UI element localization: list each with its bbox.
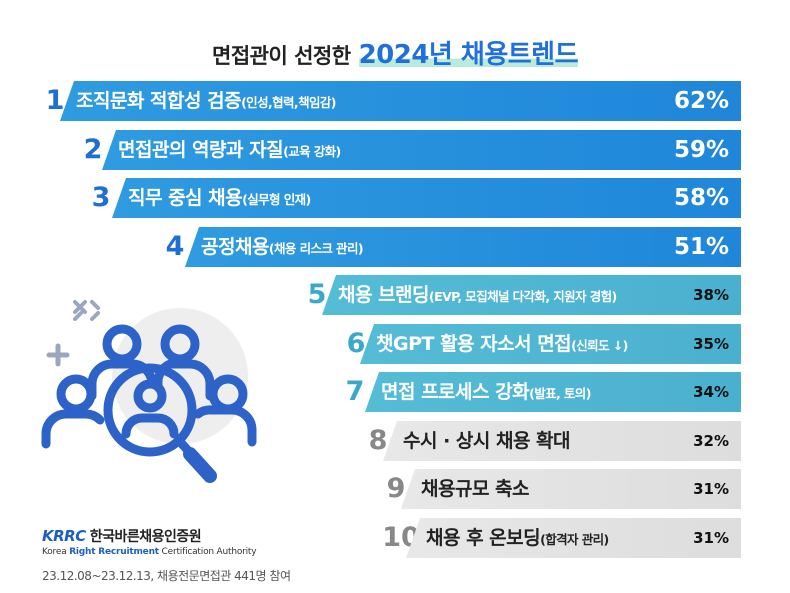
trend-bar (383, 421, 741, 461)
trend-label-main: 챗GPT 활용 자소서 면접 (376, 333, 572, 355)
trend-label-main: 수시 · 상시 채용 확대 (403, 430, 571, 452)
rank-number: 7 (345, 376, 365, 407)
trend-label-sub: (실무형 인재) (242, 192, 311, 207)
trend-value: 32% (693, 432, 729, 450)
trend-label-main: 채용규모 축소 (421, 478, 530, 500)
trend-label-main: 조직문화 적합성 검증 (76, 90, 242, 112)
rank-number: 1 (45, 85, 65, 116)
rank-number: 6 (346, 328, 366, 359)
trend-label-sub: (채용 리스크 관리) (268, 241, 364, 256)
trend-label-sub: (EVP, 모집채널 다각화, 지원자 경험) (429, 289, 617, 304)
trend-label-main: 직무 중심 채용 (128, 187, 243, 209)
trend-value: 59% (673, 137, 729, 163)
trend-label: 직무 중심 채용(실무형 인재) (128, 178, 311, 220)
trend-row: 채용 브랜딩(EVP, 모집채널 다각화, 지원자 경험) 38% (322, 275, 741, 315)
trend-label-main: 면접관의 역량과 자질 (118, 139, 284, 161)
trend-row: 면접관의 역량과 자질(교육 강화) 59% (102, 130, 741, 170)
trend-value: 34% (693, 383, 729, 401)
page-title: 면접관이 선정한 2024년 채용트렌드 (0, 34, 790, 71)
trend-row: 조직문화 적합성 검증(인성,협력,책임감) 62% (60, 81, 741, 121)
brand-en-rest: Certification Authority (158, 547, 257, 557)
trend-bar (112, 178, 741, 218)
trend-label: 챗GPT 활용 자소서 면접(신뢰도 ↓) (376, 324, 628, 366)
brand-name: 한국바른채용인증원 (89, 529, 202, 545)
trend-label: 면접 프로세스 강화(발표, 토의) (381, 372, 591, 414)
trend-row: 면접 프로세스 강화(발표, 토의) 34% (365, 372, 741, 412)
brand-block: KRRC 한국바른채용인증원 Korea Right Recruitment Ce… (42, 526, 257, 557)
rank-number: 4 (165, 231, 185, 262)
trend-row: 채용규모 축소 31% (401, 469, 741, 509)
title-main: 면접관이 선정한 (212, 44, 351, 68)
rank-number: 2 (83, 134, 103, 165)
trend-row: 수시 · 상시 채용 확대 32% (383, 421, 741, 461)
trend-label-sub: (교육 강화) (283, 144, 341, 159)
trend-value: 38% (693, 286, 729, 304)
people-search-icon (41, 300, 257, 483)
title-accent: 2024년 채용트렌드 (358, 40, 579, 70)
rank-number: 8 (368, 425, 388, 456)
trend-bar (406, 518, 741, 558)
trend-bar (322, 275, 741, 315)
brand-english-name: Korea Right Recruitment Certification Au… (42, 547, 257, 557)
trend-bar (185, 227, 741, 267)
trend-value: 62% (673, 88, 729, 114)
trend-value: 58% (673, 185, 729, 211)
rank-number: 5 (307, 279, 327, 310)
trend-value: 31% (693, 480, 729, 498)
trend-bar (401, 469, 741, 509)
krrc-logo: KRRC (42, 527, 86, 545)
trend-value: 51% (673, 234, 729, 260)
trend-label-main: 채용 후 온보딩 (426, 527, 541, 549)
trend-row: 직무 중심 채용(실무형 인재) 58% (112, 178, 741, 218)
trend-bar (102, 130, 741, 170)
trend-label-sub: (발표, 토의) (529, 386, 591, 401)
rank-number: 3 (91, 182, 111, 213)
trend-bar (360, 324, 741, 364)
trend-row: 채용 후 온보딩(합격자 관리) 31% (406, 518, 741, 558)
trend-row: 공정채용(채용 리스크 관리) 51% (185, 227, 741, 267)
trend-label-main: 면접 프로세스 강화 (381, 381, 530, 403)
survey-source-note: 23.12.08~23.12.13, 채용전문면접관 441명 참여 (42, 569, 291, 583)
trend-label-sub: (인성,협력,책임감) (241, 95, 336, 110)
trend-label: 면접관의 역량과 자질(교육 강화) (118, 130, 341, 172)
trend-label: 조직문화 적합성 검증(인성,협력,책임감) (76, 81, 336, 123)
trend-label: 수시 · 상시 채용 확대 (403, 421, 571, 462)
brand-en-pre: Korea (42, 547, 70, 557)
trend-bar (60, 81, 741, 121)
trend-row: 챗GPT 활용 자소서 면접(신뢰도 ↓) 35% (360, 324, 741, 364)
trend-bar (365, 372, 741, 412)
trend-label: 채용 후 온보딩(합격자 관리) (426, 518, 609, 560)
trend-label-main: 채용 브랜딩 (338, 284, 430, 306)
trend-label-main: 공정채용 (201, 236, 269, 258)
trend-label-sub: (신뢰도 ↓) (571, 338, 628, 353)
trend-label: 채용 브랜딩(EVP, 모집채널 다각화, 지원자 경험) (338, 275, 617, 317)
trend-label: 공정채용(채용 리스크 관리) (201, 227, 364, 269)
trend-label-sub: (합격자 관리) (540, 532, 609, 547)
rank-number: 9 (386, 473, 406, 504)
trend-label: 채용규모 축소 (421, 469, 530, 510)
trend-value: 31% (693, 529, 729, 547)
brand-en-highlight: Right Recruitment (69, 547, 159, 557)
trend-value: 35% (693, 335, 729, 353)
